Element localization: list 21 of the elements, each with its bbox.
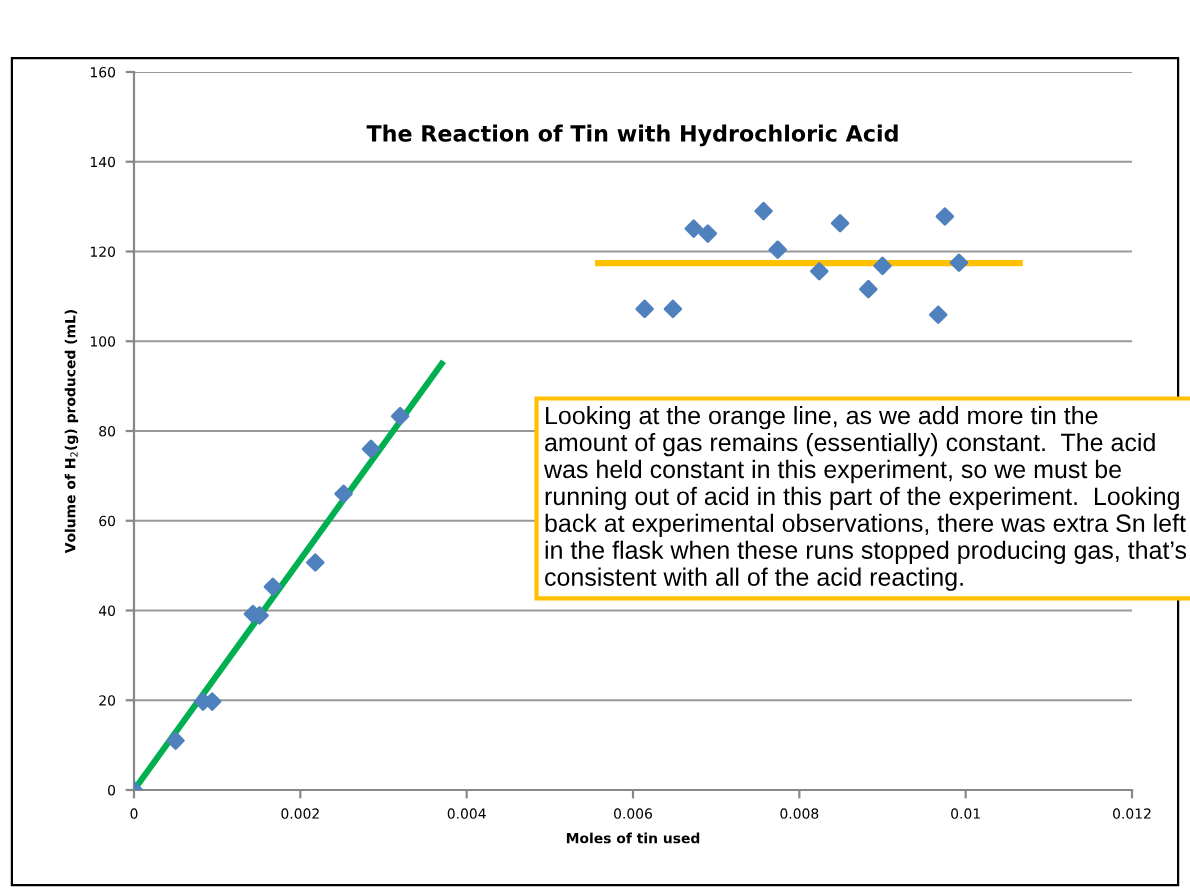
annotation: Looking at the orange line, as we add more tin the amount of gas remains (essentially) constant. The acid was held constant in this experiment, so we must be running out of acid in this part of the experiment. Looking back at experimental observations, there was extra Sn left in the flask when these runs stopped producing gas, that’s consistent with all of the acid reacting. <box>543 406 1187 591</box>
point <box>361 439 381 459</box>
point <box>754 201 773 221</box>
point <box>698 224 718 243</box>
point <box>263 577 283 596</box>
point <box>768 240 787 259</box>
point <box>949 253 969 272</box>
point <box>859 279 878 299</box>
point <box>684 219 703 238</box>
point <box>635 299 654 319</box>
point <box>810 262 829 281</box>
point <box>830 213 850 233</box>
point <box>390 406 410 426</box>
point <box>935 207 955 226</box>
point <box>166 731 185 750</box>
point <box>928 305 948 325</box>
point <box>873 256 892 276</box>
point <box>663 299 683 319</box>
text: The Reaction of Tin with Hydrochloric Acid <box>366 124 898 147</box>
point <box>306 553 325 572</box>
point <box>334 484 353 504</box>
